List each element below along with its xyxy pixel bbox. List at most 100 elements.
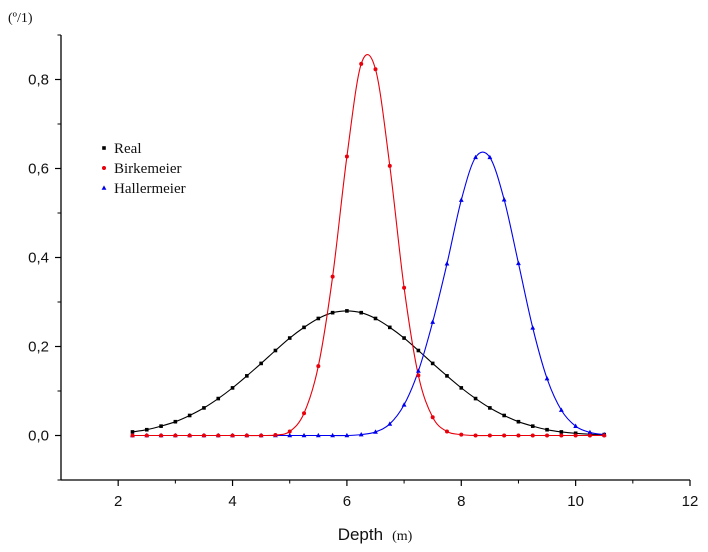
data-point-hallermeier-22 [444,261,450,266]
data-point-hallermeier-14 [330,432,336,438]
data-point-birkemeier-10 [273,433,278,438]
data-point-real-3 [173,419,178,424]
legend-marker-birkemeier [102,166,106,170]
data-point-real-7 [230,386,235,390]
y-tick-label-3: 0,6 [28,161,49,178]
data-point-hallermeier-12 [301,432,307,438]
data-point-hallermeier-23 [458,197,464,202]
x-tick-label-3: 8 [457,493,465,510]
x-tick-label-2: 6 [343,493,351,510]
data-point-birkemeier-4 [187,433,192,438]
data-point-real-27 [516,419,521,424]
y-tick-label-2: 0,4 [28,250,49,267]
data-point-real-16 [359,310,364,315]
data-point-hallermeier-25 [487,154,493,160]
data-point-real-2 [159,424,163,428]
series-points-real [130,309,607,437]
data-point-birkemeier-7 [230,433,235,438]
data-point-hallermeier-15 [344,432,350,438]
x-tick-label-5: 12 [682,493,699,510]
data-point-hallermeier-16 [358,432,364,437]
y-tick-label-0: 0,0 [28,428,49,445]
data-point-birkemeier-18 [387,163,392,168]
data-point-birkemeier-19 [402,285,407,290]
data-point-birkemeier-31 [573,433,578,438]
curves [132,54,605,437]
data-point-real-30 [559,430,564,434]
data-point-real-18 [387,325,392,330]
data-point-birkemeier-27 [516,433,521,438]
legend: Real Birkemeier Hallermeier [101,141,186,197]
data-point-birkemeier-0 [130,433,135,438]
plot-area: 2 4 6 8 10 12 0,0 0,2 0,4 0,6 0,8 [28,34,699,510]
data-point-hallermeier-26 [501,197,507,202]
data-point-birkemeier-23 [459,432,464,437]
series-line-hallermeier [132,151,605,437]
data-point-birkemeier-14 [330,274,335,279]
data-point-real-26 [502,413,506,418]
data-point-real-10 [273,348,278,353]
data-point-birkemeier-29 [545,433,550,438]
data-point-real-0 [130,430,135,434]
data-point-real-19 [402,336,406,340]
data-point-real-17 [373,316,378,321]
data-point-real-14 [330,310,335,315]
legend-label-real: Real [114,141,142,157]
data-point-real-21 [430,361,435,366]
y-tick-label-4: 0,8 [28,72,49,89]
series-line-real [132,310,605,436]
data-point-real-8 [245,374,249,378]
data-point-hallermeier-32 [587,429,593,435]
data-point-birkemeier-8 [244,433,249,438]
data-point-hallermeier-18 [387,421,393,426]
data-point-hallermeier-21 [430,319,436,324]
data-point-hallermeier-28 [530,325,536,330]
y-axis-title: (º/1) [8,11,33,26]
series-points-birkemeier [130,61,607,438]
data-point-birkemeier-17 [373,67,378,72]
data-point-birkemeier-3 [173,433,178,438]
data-point-birkemeier-28 [530,433,535,438]
data-point-birkemeier-1 [144,433,149,438]
data-point-birkemeier-5 [201,433,206,438]
data-point-real-6 [216,396,221,401]
legend-label-hallermeier: Hallermeier [114,181,186,197]
x-axis-title-group: Depth (m) [338,525,413,544]
data-point-hallermeier-24 [473,154,478,160]
data-point-real-23 [459,386,464,390]
data-point-hallermeier-13 [315,432,321,438]
data-point-birkemeier-25 [487,433,492,438]
series-line-birkemeier [132,54,605,437]
data-point-real-13 [316,316,321,321]
data-point-real-9 [259,361,263,366]
data-point-birkemeier-13 [316,364,321,369]
ticks: 2 4 6 8 10 12 0,0 0,2 0,4 0,6 0,8 [28,34,699,510]
data-point-real-24 [473,396,478,401]
data-point-birkemeier-6 [216,433,221,438]
data-point-real-22 [445,374,449,378]
data-point-birkemeier-15 [344,154,349,159]
y-tick-label-1: 0,2 [28,339,49,356]
data-point-birkemeier-22 [444,429,449,434]
x-axis-unit: (m) [392,529,413,544]
data-point-real-4 [187,413,192,418]
data-point-hallermeier-27 [516,260,521,266]
data-point-real-31 [573,431,578,436]
legend-marker-hallermeier [101,185,107,190]
data-point-birkemeier-26 [502,433,507,438]
data-point-real-20 [416,348,421,353]
data-point-real-11 [287,336,292,340]
data-point-real-29 [545,427,549,432]
data-point-real-5 [202,406,206,410]
data-point-birkemeier-32 [587,433,592,438]
data-point-real-28 [530,424,535,428]
data-point-hallermeier-17 [373,429,378,434]
data-point-hallermeier-20 [415,368,421,373]
data-point-birkemeier-2 [159,433,164,438]
data-point-real-1 [144,427,149,432]
data-point-birkemeier-33 [602,433,607,438]
data-point-birkemeier-30 [559,433,564,438]
markers [130,61,607,438]
series-points-hallermeier [130,154,607,438]
